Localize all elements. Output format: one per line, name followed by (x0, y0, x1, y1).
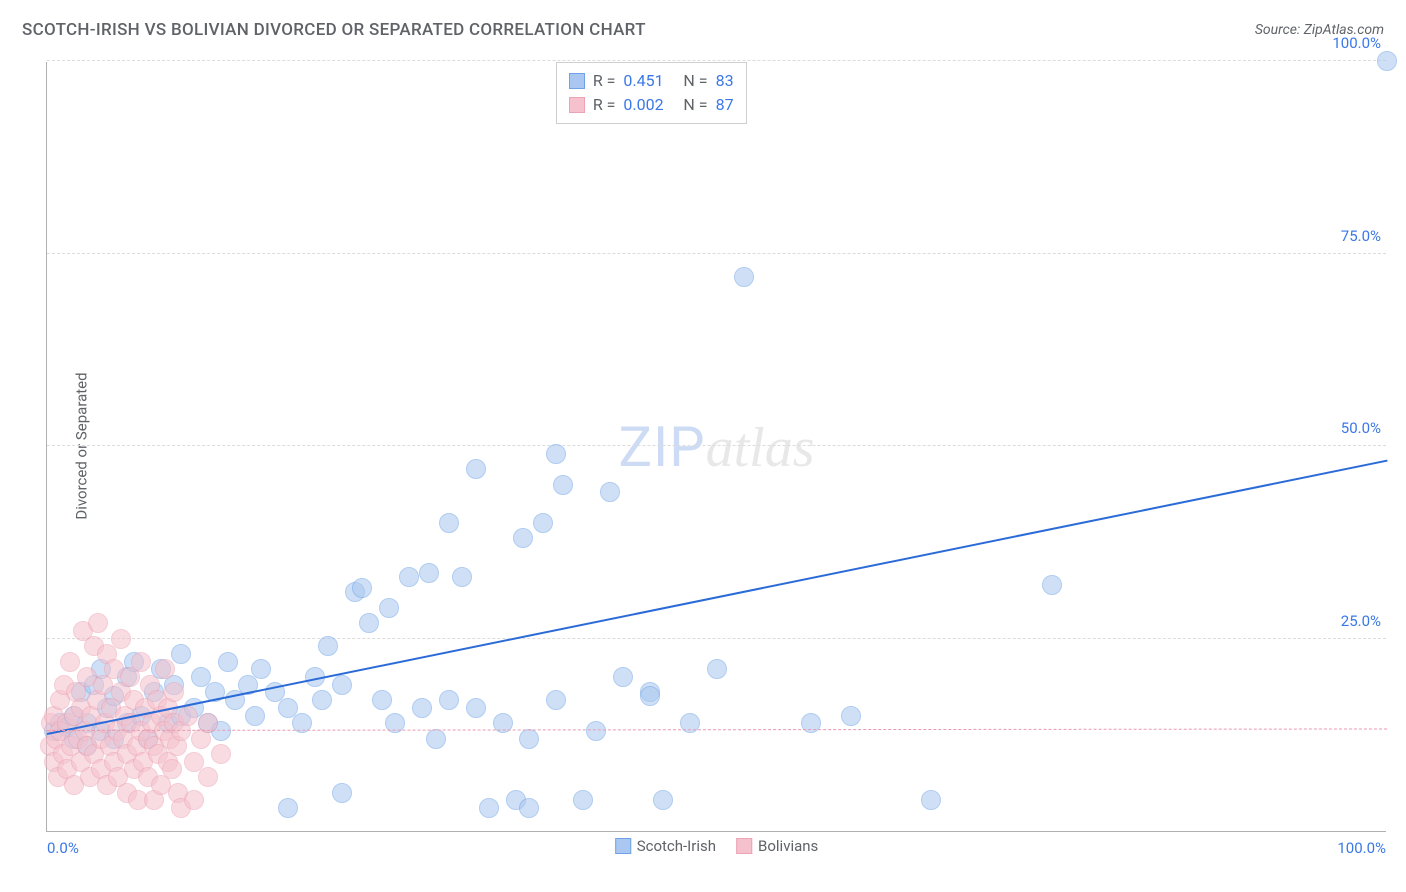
chart-container: SCOTCH-IRISH VS BOLIVIAN DIVORCED OR SEP… (0, 0, 1406, 892)
y-tick-label: 25.0% (1341, 612, 1381, 630)
gridline (47, 638, 1386, 639)
stats-row: R = 0.002 N = 87 (569, 93, 734, 117)
watermark-atlas: atlas (706, 417, 815, 479)
watermark-zip: ZIP (618, 414, 705, 480)
y-tick-label: 50.0% (1341, 419, 1381, 437)
data-point (278, 798, 298, 818)
data-point (312, 690, 332, 710)
data-point (131, 652, 151, 672)
trend-line (47, 728, 1387, 731)
data-point (466, 698, 486, 718)
data-point (439, 690, 459, 710)
source-prefix: Source: (1255, 22, 1304, 38)
legend-label: Scotch-Irish (637, 837, 716, 855)
chart-title: SCOTCH-IRISH VS BOLIVIAN DIVORCED OR SEP… (22, 20, 646, 40)
data-point (88, 613, 108, 633)
data-point (111, 629, 131, 649)
legend-swatch (569, 73, 585, 89)
data-point (600, 482, 620, 502)
n-label: N = (683, 93, 707, 117)
data-point (171, 644, 191, 664)
watermark: ZIPatlas (618, 414, 814, 480)
data-point (211, 744, 231, 764)
data-point (466, 459, 486, 479)
data-point (1377, 51, 1397, 71)
plot-area: ZIPatlas 25.0%50.0%75.0%100.0%0.0%100.0%… (46, 62, 1386, 832)
data-point (352, 578, 372, 598)
data-point (332, 783, 352, 803)
legend-swatch (569, 97, 585, 113)
data-point (245, 706, 265, 726)
data-point (419, 563, 439, 583)
stats-row: R = 0.451 N = 83 (569, 69, 734, 93)
data-point (513, 528, 533, 548)
x-tick-left: 0.0% (47, 839, 79, 857)
data-point (426, 729, 446, 749)
bottom-legend: Scotch-Irish Bolivians (615, 837, 819, 855)
data-point (155, 659, 175, 679)
data-point (379, 598, 399, 618)
data-point (553, 475, 573, 495)
data-point (372, 690, 392, 710)
gridline (47, 445, 1386, 446)
data-point (412, 698, 432, 718)
data-point (921, 790, 941, 810)
stats-box: R = 0.451 N = 83 R = 0.002 N = 87 (556, 62, 747, 124)
legend-label: Bolivians (758, 837, 818, 855)
gridline (47, 60, 1386, 61)
legend-swatch (736, 838, 752, 854)
data-point (218, 652, 238, 672)
gridline (47, 253, 1386, 254)
data-point (1042, 575, 1062, 595)
r-value: 0.002 (623, 93, 675, 117)
data-point (439, 513, 459, 533)
data-point (164, 682, 184, 702)
data-point (198, 767, 218, 787)
y-tick-label: 100.0% (1332, 34, 1381, 52)
data-point (519, 798, 539, 818)
y-tick-label: 75.0% (1341, 227, 1381, 245)
data-point (801, 713, 821, 733)
data-point (399, 567, 419, 587)
data-point (613, 667, 633, 687)
data-point (452, 567, 472, 587)
data-point (586, 721, 606, 741)
data-point (533, 513, 553, 533)
n-value: 83 (716, 69, 734, 93)
data-point (318, 636, 338, 656)
r-label: R = (593, 69, 616, 93)
data-point (359, 613, 379, 633)
data-point (184, 790, 204, 810)
data-point (251, 659, 271, 679)
legend-item: Bolivians (736, 837, 818, 855)
data-point (332, 675, 352, 695)
data-point (640, 686, 660, 706)
data-point (519, 729, 539, 749)
legend-swatch (615, 838, 631, 854)
data-point (546, 444, 566, 464)
trend-line (47, 459, 1387, 734)
data-point (653, 790, 673, 810)
n-value: 87 (716, 93, 734, 117)
r-value: 0.451 (623, 69, 675, 93)
data-point (162, 759, 182, 779)
data-point (479, 798, 499, 818)
legend-item: Scotch-Irish (615, 837, 716, 855)
n-label: N = (683, 69, 707, 93)
data-point (707, 659, 727, 679)
data-point (573, 790, 593, 810)
data-point (178, 706, 198, 726)
data-point (841, 706, 861, 726)
x-tick-right: 100.0% (1337, 839, 1386, 857)
data-point (60, 652, 80, 672)
data-point (546, 690, 566, 710)
r-label: R = (593, 93, 616, 117)
data-point (734, 267, 754, 287)
